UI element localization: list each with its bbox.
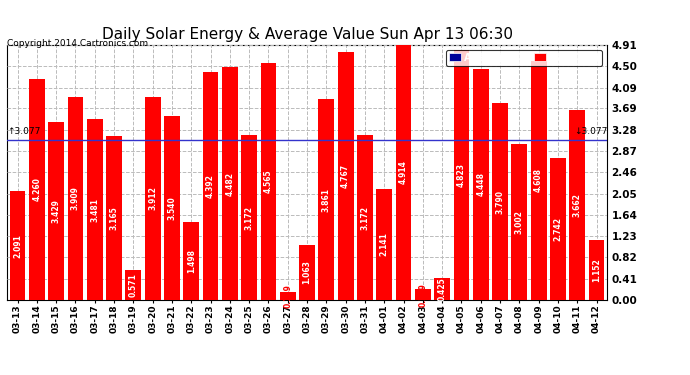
Bar bbox=[48, 122, 64, 300]
Bar bbox=[29, 79, 45, 300]
Bar bbox=[376, 189, 392, 300]
Bar bbox=[453, 50, 469, 300]
Text: 4.608: 4.608 bbox=[534, 168, 543, 192]
Bar bbox=[550, 158, 566, 300]
Text: 4.392: 4.392 bbox=[206, 174, 215, 198]
Bar bbox=[395, 45, 411, 300]
Text: 3.172: 3.172 bbox=[245, 206, 254, 230]
Bar bbox=[222, 67, 238, 300]
Bar bbox=[337, 53, 353, 300]
Bar bbox=[203, 72, 219, 300]
Text: 3.861: 3.861 bbox=[322, 188, 331, 212]
Text: 4.482: 4.482 bbox=[226, 172, 235, 196]
Bar bbox=[357, 135, 373, 300]
Bar bbox=[434, 278, 450, 300]
Text: 4.565: 4.565 bbox=[264, 170, 273, 193]
Text: 1.063: 1.063 bbox=[302, 261, 312, 284]
Title: Daily Solar Energy & Average Value Sun Apr 13 06:30: Daily Solar Energy & Average Value Sun A… bbox=[101, 27, 513, 42]
Bar bbox=[261, 63, 277, 300]
Text: 2.742: 2.742 bbox=[553, 217, 562, 241]
Text: 2.091: 2.091 bbox=[13, 234, 22, 258]
Text: 2.141: 2.141 bbox=[380, 232, 388, 256]
Bar bbox=[589, 240, 604, 300]
Text: 4.767: 4.767 bbox=[341, 164, 350, 188]
Bar bbox=[87, 119, 103, 300]
Bar bbox=[106, 136, 122, 300]
Bar bbox=[415, 289, 431, 300]
Text: 3.540: 3.540 bbox=[168, 196, 177, 220]
Text: 3.912: 3.912 bbox=[148, 186, 157, 210]
Text: 4.914: 4.914 bbox=[399, 160, 408, 184]
Text: 0.425: 0.425 bbox=[437, 277, 446, 301]
Text: 4.260: 4.260 bbox=[32, 177, 41, 201]
Bar bbox=[492, 103, 508, 300]
Text: ↓3.077: ↓3.077 bbox=[574, 127, 607, 136]
Bar bbox=[184, 222, 199, 300]
Bar bbox=[164, 116, 180, 300]
Bar bbox=[10, 191, 26, 300]
Text: 3.165: 3.165 bbox=[110, 206, 119, 230]
Text: 1.498: 1.498 bbox=[187, 249, 196, 273]
Bar bbox=[126, 270, 141, 300]
Text: 3.002: 3.002 bbox=[515, 210, 524, 234]
Bar bbox=[241, 135, 257, 300]
Bar bbox=[299, 245, 315, 300]
Bar bbox=[319, 99, 334, 300]
Legend: Average  ($), Daily  ($): Average ($), Daily ($) bbox=[446, 50, 602, 66]
Text: Copyright 2014 Cartronics.com: Copyright 2014 Cartronics.com bbox=[7, 39, 148, 48]
Text: 3.481: 3.481 bbox=[90, 198, 99, 222]
Bar bbox=[473, 69, 489, 300]
Text: 3.790: 3.790 bbox=[495, 190, 504, 214]
Text: 3.909: 3.909 bbox=[71, 186, 80, 210]
Bar bbox=[569, 110, 585, 300]
Text: 0.571: 0.571 bbox=[129, 273, 138, 297]
Bar bbox=[511, 144, 527, 300]
Text: 0.149: 0.149 bbox=[284, 284, 293, 308]
Bar bbox=[68, 97, 83, 300]
Text: 4.823: 4.823 bbox=[457, 163, 466, 187]
Text: 3.172: 3.172 bbox=[360, 206, 369, 230]
Bar bbox=[531, 61, 546, 300]
Text: 1.152: 1.152 bbox=[592, 258, 601, 282]
Text: 3.429: 3.429 bbox=[52, 199, 61, 223]
Bar bbox=[280, 292, 295, 300]
Text: 3.662: 3.662 bbox=[573, 193, 582, 217]
Bar bbox=[145, 97, 161, 300]
Text: ↑3.077: ↑3.077 bbox=[7, 127, 40, 136]
Text: 0.209: 0.209 bbox=[418, 283, 427, 306]
Text: 4.448: 4.448 bbox=[476, 172, 485, 196]
